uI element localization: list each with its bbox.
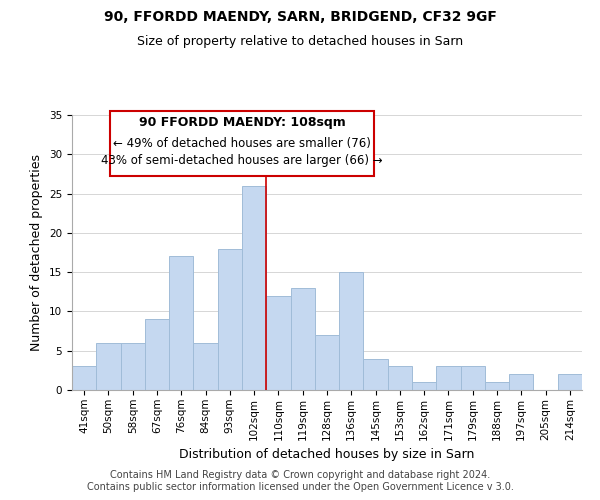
Bar bbox=[461, 366, 485, 390]
X-axis label: Distribution of detached houses by size in Sarn: Distribution of detached houses by size … bbox=[179, 448, 475, 461]
Bar bbox=[242, 186, 266, 390]
Text: 90 FFORDD MAENDY: 108sqm: 90 FFORDD MAENDY: 108sqm bbox=[139, 116, 346, 129]
Text: ← 49% of detached houses are smaller (76): ← 49% of detached houses are smaller (76… bbox=[113, 138, 371, 150]
Text: Size of property relative to detached houses in Sarn: Size of property relative to detached ho… bbox=[137, 35, 463, 48]
Bar bbox=[218, 248, 242, 390]
Bar bbox=[266, 296, 290, 390]
Y-axis label: Number of detached properties: Number of detached properties bbox=[31, 154, 43, 351]
Bar bbox=[145, 320, 169, 390]
Bar bbox=[339, 272, 364, 390]
Text: Contains public sector information licensed under the Open Government Licence v : Contains public sector information licen… bbox=[86, 482, 514, 492]
Bar bbox=[558, 374, 582, 390]
Bar bbox=[290, 288, 315, 390]
Bar bbox=[121, 343, 145, 390]
Bar bbox=[315, 335, 339, 390]
Bar bbox=[169, 256, 193, 390]
Bar bbox=[96, 343, 121, 390]
Bar bbox=[509, 374, 533, 390]
Text: 90, FFORDD MAENDY, SARN, BRIDGEND, CF32 9GF: 90, FFORDD MAENDY, SARN, BRIDGEND, CF32 … bbox=[104, 10, 496, 24]
Bar bbox=[436, 366, 461, 390]
Bar bbox=[72, 366, 96, 390]
Bar bbox=[388, 366, 412, 390]
Bar bbox=[485, 382, 509, 390]
Bar bbox=[364, 358, 388, 390]
Text: Contains HM Land Registry data © Crown copyright and database right 2024.: Contains HM Land Registry data © Crown c… bbox=[110, 470, 490, 480]
Bar bbox=[193, 343, 218, 390]
Bar bbox=[412, 382, 436, 390]
Text: 43% of semi-detached houses are larger (66) →: 43% of semi-detached houses are larger (… bbox=[101, 154, 383, 168]
